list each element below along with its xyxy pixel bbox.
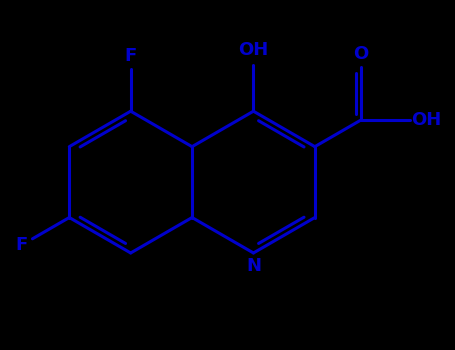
Text: OH: OH [238,41,268,58]
Text: F: F [15,236,28,254]
Text: N: N [246,257,261,275]
Text: O: O [353,45,369,63]
Text: F: F [125,47,137,65]
Text: OH: OH [411,111,441,129]
